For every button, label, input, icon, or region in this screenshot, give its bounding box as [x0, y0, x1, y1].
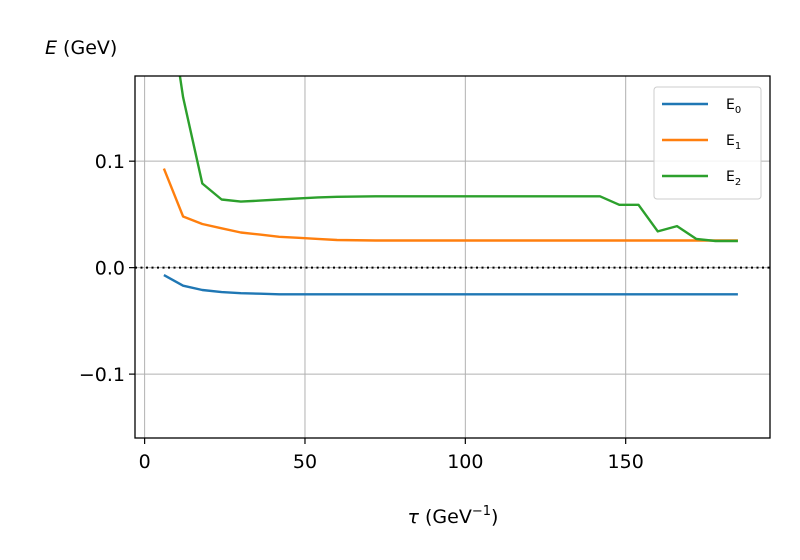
legend-label-e0: E0	[726, 97, 741, 116]
series-line-e1	[162, 168, 738, 242]
y-tick-label: 0.0	[95, 258, 125, 280]
plot-frame	[134, 75, 771, 439]
y-tick-label: −0.1	[79, 364, 125, 386]
x-axis-unit-exponent: −1	[472, 504, 491, 519]
series-group	[162, 76, 738, 296]
x-tick-label: 0	[139, 451, 151, 473]
x-axis-variable: τ	[408, 506, 420, 528]
legend: E0 E1 E2	[653, 86, 762, 200]
x-tick-label: 50	[293, 451, 317, 473]
x-axis-unit-close: )	[491, 506, 498, 528]
legend-label-e2: E2	[726, 169, 741, 188]
y-axis-unit: (GeV)	[57, 37, 117, 59]
series-line-e0	[163, 274, 738, 296]
x-axis-unit: (GeV	[419, 506, 472, 528]
y-axis-variable: E	[45, 37, 57, 59]
y-tick-label: 0.1	[95, 151, 125, 173]
x-tick-label: 150	[608, 451, 644, 473]
legend-frame	[653, 86, 762, 200]
ticks: 0 50 100 150 −0.1 0.0 0.1	[79, 151, 644, 473]
y-axis-title: E (GeV)	[45, 37, 117, 59]
x-tick-label: 100	[447, 451, 483, 473]
x-axis-title: τ (GeV−1)	[408, 504, 499, 528]
legend-label-e1: E1	[726, 133, 741, 152]
series-line-e2	[178, 76, 738, 243]
